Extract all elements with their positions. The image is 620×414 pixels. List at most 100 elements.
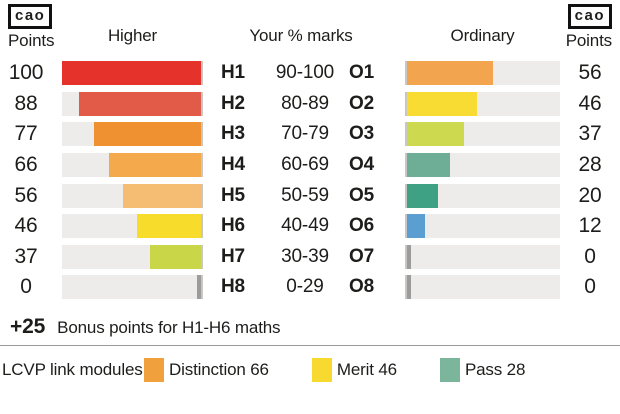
grade-labels: H2 80-89 O2 [221, 93, 381, 115]
percent-range: 90-100 [275, 62, 335, 84]
ordinary-points-value: 0 [584, 244, 596, 268]
higher-grade-label: H5 [221, 184, 245, 206]
bonus-points: +25 [10, 314, 46, 338]
higher-grade-label: H3 [221, 123, 245, 145]
higher-bar-track [62, 275, 203, 300]
legend-item-merit: Merit 46 [311, 357, 397, 382]
percent-range: 30-39 [281, 245, 329, 267]
higher-grade-label: H8 [221, 276, 245, 298]
percent-range: 80-89 [281, 92, 329, 114]
ordinary-points-value: 37 [578, 122, 602, 146]
higher-column-header: Higher [107, 26, 158, 45]
left-points-label: Points [8, 31, 55, 50]
higher-bar-track [62, 153, 203, 178]
ordinary-grade-label: O6 [349, 215, 375, 237]
bonus-text: Bonus points for H1-H6 maths [57, 317, 281, 337]
legend-item-pass: Pass 28 [439, 357, 526, 382]
higher-bar-track [62, 244, 203, 269]
higher-grade-label: H2 [221, 92, 245, 114]
chart-header: cao Points Higher Your % marks Ordinary … [0, 0, 620, 58]
legend-title: LCVP link modules [2, 359, 143, 379]
ordinary-points-value: 28 [578, 153, 602, 177]
distinction-swatch-icon [144, 357, 164, 382]
higher-points-value: 37 [14, 244, 38, 268]
ordinary-points-value: 20 [578, 183, 602, 207]
ordinary-bar [407, 183, 438, 208]
ordinary-column-header: Ordinary [450, 26, 515, 45]
lcvp-legend: LCVP link modules Distinction 66 Merit 4… [0, 346, 620, 382]
ordinary-bar-track [405, 214, 560, 239]
grade-labels: H7 30-39 O7 [221, 246, 381, 268]
grade-row: 77 H3 70-79 O3 37 [0, 119, 620, 150]
percent-range: 70-79 [281, 123, 329, 145]
percent-range: 50-59 [281, 184, 329, 206]
higher-bar [197, 275, 201, 300]
grade-row: 100 H1 90-100 O1 56 [0, 58, 620, 89]
percent-range: 60-69 [281, 154, 329, 176]
ordinary-grade-label: O7 [349, 245, 375, 267]
grade-labels: H3 70-79 O3 [221, 123, 381, 145]
ordinary-bar-track [405, 244, 560, 269]
higher-bar-track [62, 122, 203, 147]
higher-bar-track [62, 61, 203, 86]
higher-grade-label: H7 [221, 245, 245, 267]
ordinary-grade-label: O1 [349, 62, 375, 84]
higher-points-value: 88 [14, 91, 38, 115]
grade-labels: H5 50-59 O5 [221, 185, 381, 207]
legend-label: Distinction 66 [169, 359, 269, 379]
ordinary-grade-label: O8 [349, 276, 375, 298]
higher-bar [93, 122, 201, 147]
ordinary-bar [407, 153, 450, 178]
ordinary-bar-track [405, 61, 560, 86]
cao-logo-right-block: cao Points [566, 4, 612, 51]
legend-item-distinction: Distinction 66 [144, 357, 269, 382]
higher-bar [149, 244, 201, 269]
ordinary-grade-label: O3 [349, 123, 375, 145]
ordinary-grade-label: O5 [349, 184, 375, 206]
grade-labels: H4 60-69 O4 [221, 154, 381, 176]
grade-row: 56 H5 50-59 O5 20 [0, 180, 620, 211]
grade-labels: H6 40-49 O6 [221, 215, 381, 237]
legend-label: Pass 28 [464, 359, 526, 379]
higher-grade-label: H1 [221, 62, 245, 84]
higher-bar-track [62, 214, 203, 239]
right-points-label: Points [565, 31, 612, 50]
higher-points-value: 56 [14, 183, 38, 207]
ordinary-points-value: 12 [578, 214, 602, 238]
higher-bar [137, 214, 201, 239]
ordinary-bar-track [405, 275, 560, 300]
grade-row: 0 H8 0-29 O8 0 [0, 272, 620, 303]
grade-labels: H8 0-29 O8 [221, 276, 381, 298]
ordinary-grade-label: O4 [349, 154, 375, 176]
higher-points-value: 100 [8, 61, 44, 85]
bonus-note: +25 Bonus points for H1-H6 maths [0, 303, 620, 338]
higher-points-value: 77 [14, 122, 38, 146]
grade-row: 88 H2 80-89 O2 46 [0, 89, 620, 120]
higher-bar [123, 183, 201, 208]
higher-points-value: 0 [20, 275, 32, 299]
merit-swatch-icon [311, 357, 332, 382]
higher-bar-track [62, 91, 203, 116]
grade-rows: 100 H1 90-100 O1 56 88 H2 80-89 O2 [0, 58, 620, 303]
percent-range: 0-29 [286, 276, 324, 298]
higher-bar [109, 153, 201, 178]
grade-row: 37 H7 30-39 O7 0 [0, 242, 620, 273]
pass-swatch-icon [439, 357, 460, 382]
ordinary-bar [407, 214, 426, 239]
ordinary-points-value: 56 [578, 61, 602, 85]
cao-logo-icon: cao [567, 4, 612, 29]
ordinary-grade-label: O2 [349, 92, 375, 114]
higher-grade-label: H6 [221, 215, 245, 237]
cao-logo-left-block: cao Points [8, 4, 54, 51]
ordinary-bar [407, 91, 478, 116]
ordinary-bar-track [405, 153, 560, 178]
ordinary-bar [407, 275, 411, 300]
legend-label: Merit 46 [336, 359, 397, 379]
grade-row: 66 H4 60-69 O4 28 [0, 150, 620, 181]
divider-line [0, 344, 620, 346]
marks-column-header: Your % marks [249, 26, 353, 45]
ordinary-bar-track [405, 91, 560, 116]
ordinary-bar [407, 61, 493, 86]
ordinary-bar-track [405, 122, 560, 147]
